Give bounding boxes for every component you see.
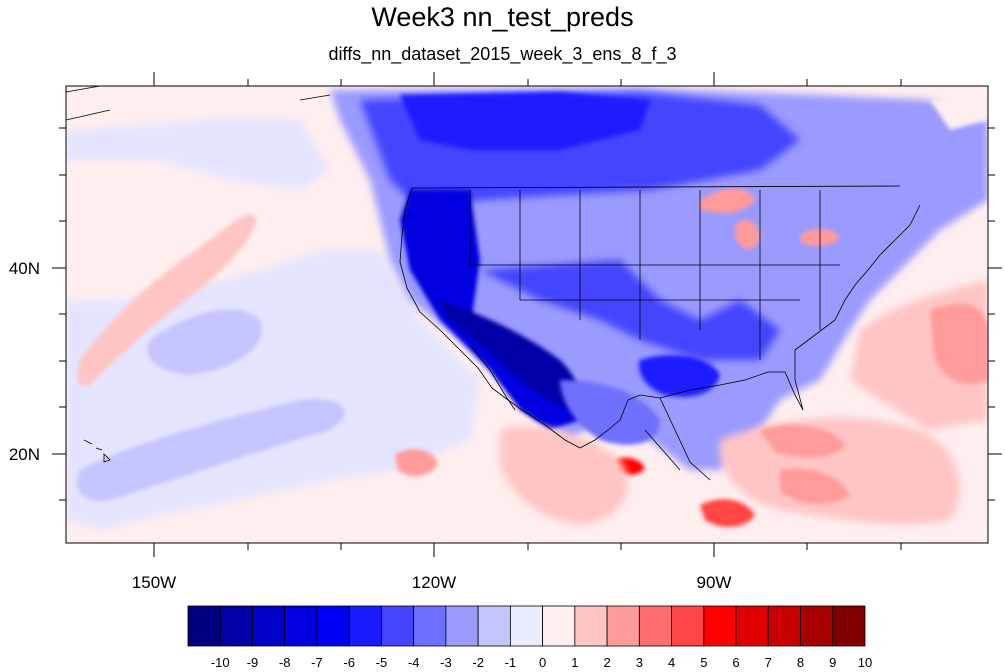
colorbar-label: 0 — [539, 655, 546, 670]
colorbar-label: 1 — [571, 655, 578, 670]
colorbar-swatch — [832, 605, 866, 647]
colorbar-swatch — [671, 605, 705, 647]
colorbar-label: -5 — [376, 655, 388, 670]
colorbar: -10 -9 -8 -7 -6 -5 -4 -3 -2 -1 0 1 2 3 4 5 6 7 8 9 10 — [187, 605, 872, 670]
colorbar-label: 9 — [829, 655, 836, 670]
colorbar-label: -10 — [211, 655, 230, 670]
colorbar-label: -4 — [408, 655, 420, 670]
colorbar-swatch — [348, 605, 382, 647]
colorbar-swatch — [381, 605, 415, 647]
colorbar-label: 8 — [797, 655, 804, 670]
coastlines — [66, 86, 921, 481]
colorbar-swatch — [445, 605, 479, 647]
colorbar-swatch — [316, 605, 350, 647]
colorbar-swatch — [703, 605, 737, 647]
colorbar-label: 3 — [636, 655, 643, 670]
colorbar-label: 2 — [603, 655, 610, 670]
colorbar-label: -2 — [472, 655, 484, 670]
map-subtitle: diffs_nn_dataset_2015_week_3_ens_8_f_3 — [328, 44, 677, 64]
x-tick-label-90w: 90W — [697, 573, 732, 592]
colorbar-label: -8 — [279, 655, 291, 670]
colorbar-swatch — [413, 605, 447, 647]
colorbar-swatch — [606, 605, 640, 647]
colorbar-swatch — [509, 605, 544, 647]
anomaly-field — [66, 86, 988, 543]
colorbar-swatch — [800, 605, 834, 647]
colorbar-label: 7 — [765, 655, 772, 670]
colorbar-label: -9 — [247, 655, 259, 670]
colorbar-swatch — [284, 605, 318, 647]
colorbar-label: -1 — [505, 655, 517, 670]
colorbar-label: 10 — [858, 655, 872, 670]
x-tick-label-120w: 120W — [412, 573, 456, 592]
colorbar-swatch — [187, 605, 221, 647]
colorbar-swatch — [767, 605, 801, 647]
colorbar-swatch — [542, 605, 576, 647]
colorbar-swatch — [219, 605, 253, 647]
hawaii-islands — [83, 439, 111, 463]
colorbar-swatch — [252, 605, 286, 647]
colorbar-label: 6 — [732, 655, 739, 670]
colorbar-label: -6 — [343, 655, 355, 670]
colorbar-swatch — [735, 605, 769, 647]
y-tick-label-40n: 40N — [9, 259, 40, 278]
axis-ticks — [52, 72, 1002, 557]
colorbar-swatch — [574, 605, 608, 647]
colorbar-label: 4 — [668, 655, 675, 670]
colorbar-label: -3 — [440, 655, 452, 670]
x-tick-label-150w: 150W — [132, 573, 176, 592]
colorbar-swatch — [638, 605, 672, 647]
map-title: Week3 nn_test_preds — [371, 2, 634, 32]
colorbar-label: 5 — [700, 655, 707, 670]
colorbar-swatch — [477, 605, 511, 647]
y-tick-label-20n: 20N — [9, 445, 40, 464]
colorbar-label: -7 — [311, 655, 323, 670]
